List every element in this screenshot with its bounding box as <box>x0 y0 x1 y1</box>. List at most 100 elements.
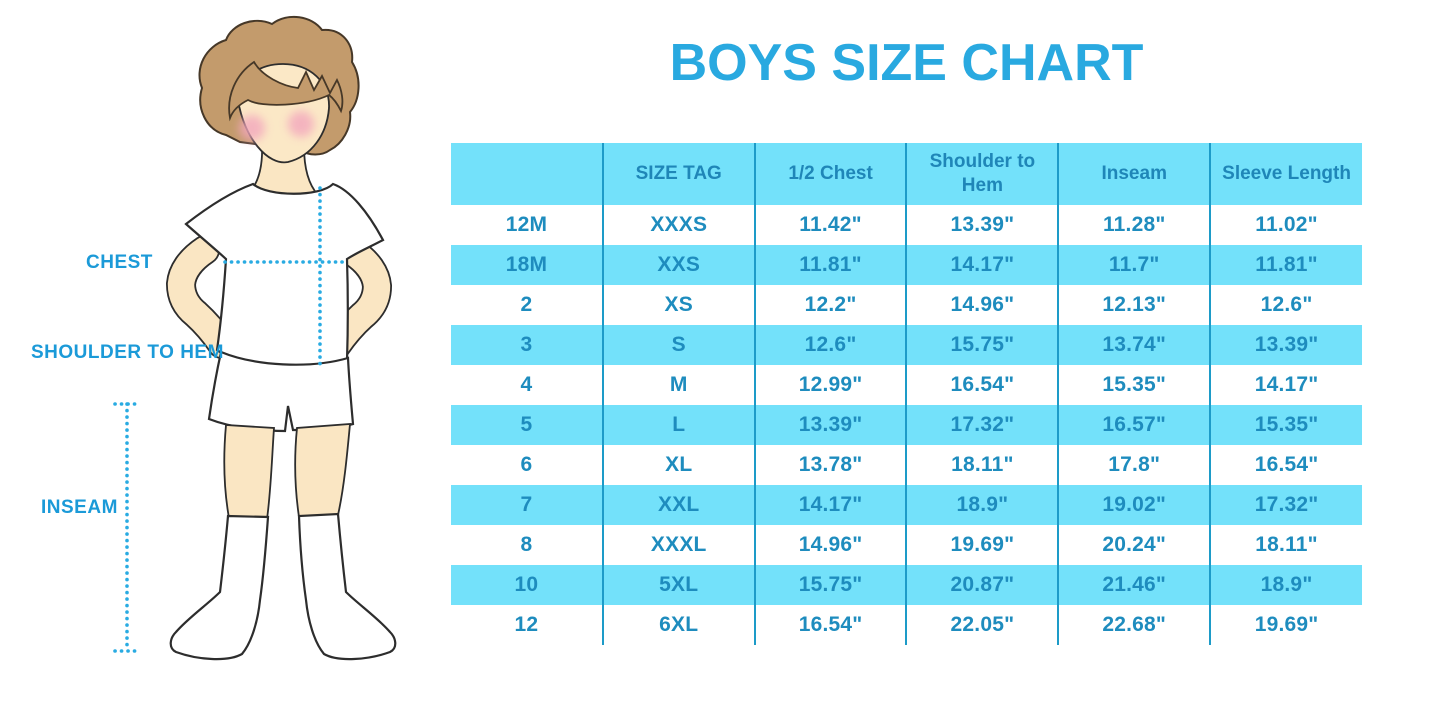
table-row: 12 6XL 16.54" 22.05" 22.68" 19.69" <box>451 605 1362 645</box>
inseam-measure-line <box>113 402 143 653</box>
table-cell: 22.68" <box>1057 605 1211 645</box>
size-table-body: 12M XXXS 11.42" 13.39" 11.28" 11.02" 18M XXS 11.… <box>451 205 1362 645</box>
table-cell: 10 <box>514 573 539 596</box>
shorts <box>207 350 355 433</box>
table-row: 10 5XL 15.75" 20.87" 21.46" 18.9" <box>451 565 1362 605</box>
column-header: Shoulder to Hem <box>905 143 1059 205</box>
table-cell: 18.9" <box>1209 565 1362 605</box>
table-cell: 13.39" <box>753 405 907 445</box>
blush-right <box>288 111 314 137</box>
table-cell: M <box>601 365 755 405</box>
table-cell: 16.54" <box>1209 445 1362 485</box>
column-header: Inseam <box>1057 143 1211 205</box>
table-row: 4 M 12.99" 16.54" 15.35" 14.17" <box>451 365 1362 405</box>
size-table: SIZE TAG 1/2 Chest Shoulder to Hem Inseam Sl… <box>451 143 1362 645</box>
boy-measurement-figure <box>113 15 397 661</box>
table-cell: XXXS <box>601 205 755 245</box>
table-cell: 14.17" <box>1209 365 1362 405</box>
table-cell: 17.32" <box>905 405 1059 445</box>
table-row: 5 L 13.39" 17.32" 16.57" 15.35" <box>451 405 1362 445</box>
table-row: 8 XXXL 14.96" 19.69" 20.24" 18.11" <box>451 525 1362 565</box>
table-row: 2 XS 12.2" 14.96" 12.13" 12.6" <box>451 285 1362 325</box>
column-header <box>451 143 603 205</box>
table-cell: 11.42" <box>753 205 907 245</box>
table-cell: 18.11" <box>1209 525 1362 565</box>
table-cell: 20.24" <box>1057 525 1211 565</box>
shoulder-to-hem-label: SHOULDER TO HEM <box>31 342 224 363</box>
table-cell: 15.75" <box>905 325 1059 365</box>
table-cell: XXXL <box>601 525 755 565</box>
table-cell: 5XL <box>601 565 755 605</box>
table-row: 7 XXL 14.17" 18.9" 19.02" 17.32" <box>451 485 1362 525</box>
table-cell: 19.69" <box>1209 605 1362 645</box>
table-cell: 12.99" <box>753 365 907 405</box>
table-row: 6 XL 13.78" 18.11" 17.8" 16.54" <box>451 445 1362 485</box>
hair-fringe-icon <box>228 60 344 122</box>
table-cell: 12 <box>514 613 539 636</box>
table-row: 3 S 12.6" 15.75" 13.74" 13.39" <box>451 325 1362 365</box>
table-cell: 14.17" <box>905 245 1059 285</box>
table-cell: 11.02" <box>1209 205 1362 245</box>
table-row: 18M XXS 11.81" 14.17" 11.7" 11.81" <box>451 245 1362 285</box>
column-header: SIZE TAG <box>601 143 755 205</box>
table-cell: 6 <box>520 453 533 476</box>
table-cell: 19.02" <box>1057 485 1211 525</box>
table-cell: 5 <box>520 413 533 436</box>
table-cell: 2 <box>520 293 533 316</box>
table-cell: 22.05" <box>905 605 1059 645</box>
table-cell: 18.9" <box>905 485 1059 525</box>
table-cell: 11.81" <box>1209 245 1362 285</box>
table-cell: 15.35" <box>1209 405 1362 445</box>
table-cell: 12.6" <box>1209 285 1362 325</box>
table-cell: 12.13" <box>1057 285 1211 325</box>
table-cell: 6XL <box>601 605 755 645</box>
table-cell: 13.39" <box>1209 325 1362 365</box>
table-cell: XXL <box>601 485 755 525</box>
table-cell: 20.87" <box>905 565 1059 605</box>
table-cell: 19.69" <box>905 525 1059 565</box>
page-title: BOYS SIZE CHART <box>669 34 1144 92</box>
table-row: 12M XXXS 11.42" 13.39" 11.28" 11.02" <box>451 205 1362 245</box>
table-cell: 11.81" <box>753 245 907 285</box>
table-cell: 17.8" <box>1057 445 1211 485</box>
table-cell: 7 <box>520 493 533 516</box>
table-cell: XXS <box>601 245 755 285</box>
table-cell: 11.28" <box>1057 205 1211 245</box>
table-cell: 16.54" <box>905 365 1059 405</box>
table-cell: 11.7" <box>1057 245 1211 285</box>
left-sock <box>169 514 270 661</box>
left-leg <box>223 424 275 520</box>
table-cell: 14.96" <box>905 285 1059 325</box>
table-cell: 18.11" <box>905 445 1059 485</box>
right-leg <box>294 423 351 518</box>
table-cell: 8 <box>520 533 533 556</box>
column-header: 1/2 Chest <box>753 143 907 205</box>
table-cell: 13.39" <box>905 205 1059 245</box>
column-header: Sleeve Length <box>1209 143 1362 205</box>
table-cell: 13.78" <box>753 445 907 485</box>
inseam-label: INSEAM <box>41 497 118 518</box>
table-cell: 14.17" <box>753 485 907 525</box>
table-cell: 13.74" <box>1057 325 1211 365</box>
table-cell: 12.6" <box>753 325 907 365</box>
chest-label: CHEST <box>86 252 153 273</box>
table-cell: 14.96" <box>753 525 907 565</box>
table-cell: 15.75" <box>753 565 907 605</box>
table-cell: 3 <box>520 333 533 356</box>
blush-left <box>239 115 265 141</box>
table-cell: 18M <box>505 253 548 276</box>
left-arm <box>165 235 237 359</box>
table-cell: 21.46" <box>1057 565 1211 605</box>
table-cell: XS <box>601 285 755 325</box>
table-cell: XL <box>601 445 755 485</box>
table-cell: 17.32" <box>1209 485 1362 525</box>
size-table-header: SIZE TAG 1/2 Chest Shoulder to Hem Inseam Sl… <box>451 143 1362 205</box>
table-cell: 12M <box>505 213 548 236</box>
table-cell: 12.2" <box>753 285 907 325</box>
table-cell: 16.54" <box>753 605 907 645</box>
right-sock <box>297 512 397 661</box>
table-cell: L <box>601 405 755 445</box>
table-cell: 15.35" <box>1057 365 1211 405</box>
table-cell: S <box>601 325 755 365</box>
